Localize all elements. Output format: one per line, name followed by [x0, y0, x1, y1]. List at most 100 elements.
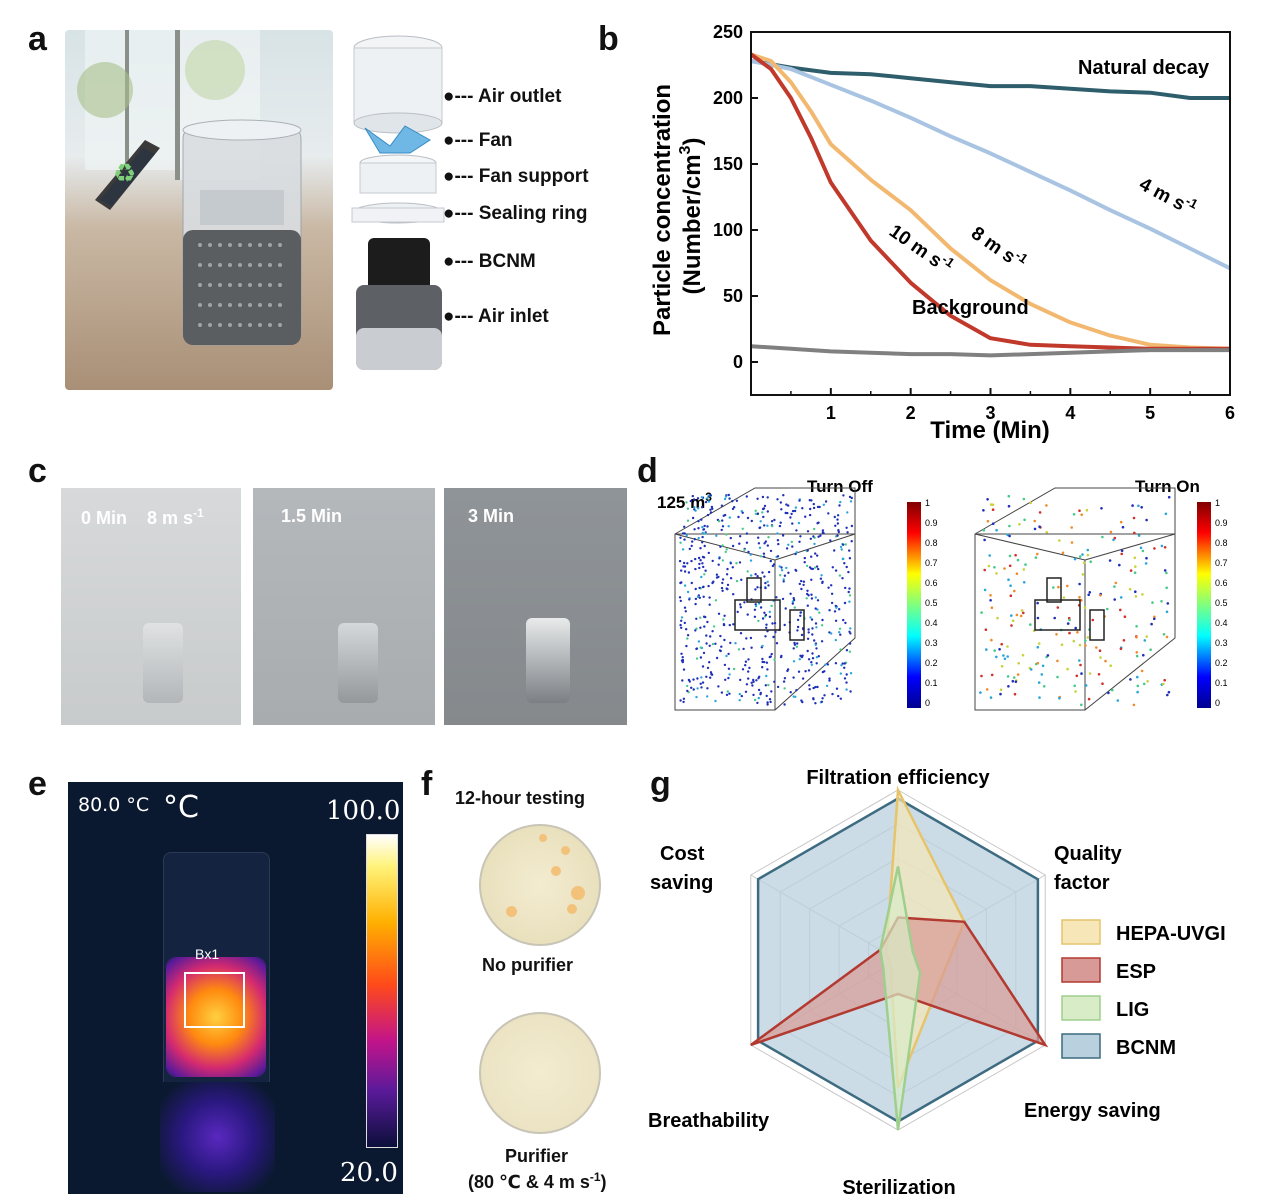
particle-dot — [845, 688, 848, 691]
particle-dot — [843, 601, 847, 605]
particle-dot — [747, 677, 750, 680]
particle-dot — [848, 600, 851, 603]
particle-dot — [765, 623, 768, 626]
particle-dot — [797, 670, 801, 673]
particle-dot — [814, 552, 817, 555]
particle-dot — [1145, 556, 1148, 560]
colorbar-tick: 0.3 — [925, 638, 938, 648]
particle-dot — [836, 514, 840, 517]
particle-dot — [756, 586, 759, 589]
particle-dot — [814, 643, 817, 646]
axis-label-quality-1: Quality — [1054, 843, 1123, 865]
particle-dot — [698, 566, 701, 570]
y-tick-label: 250 — [713, 22, 743, 42]
particle-dot — [694, 509, 697, 512]
particle-dot — [1104, 659, 1107, 663]
particle-dot — [1053, 616, 1056, 620]
particle-dot — [680, 569, 683, 572]
particle-dot — [725, 693, 729, 697]
particle-dot — [848, 630, 851, 633]
particle-dot — [995, 528, 998, 532]
particle-dot — [1022, 568, 1026, 571]
particle-dot — [1136, 690, 1139, 694]
particle-dot — [759, 693, 762, 696]
svg-text:Particle concentration: Particle concentration — [649, 84, 676, 336]
particle-dot — [796, 629, 799, 632]
room-cube-on — [974, 487, 1176, 711]
particle-dot — [980, 611, 983, 614]
particle-dot — [1083, 606, 1087, 609]
particle-dot — [982, 509, 985, 512]
particle-dot — [741, 511, 744, 514]
particle-dot — [721, 544, 724, 547]
particle-dot — [1153, 615, 1156, 619]
particle-dot — [1108, 559, 1112, 562]
particle-dot — [820, 700, 824, 703]
particle-dot — [725, 573, 729, 576]
particle-dot — [1088, 672, 1092, 675]
particle-dot — [717, 563, 720, 566]
particle-dot — [681, 656, 684, 659]
particle-dot — [830, 632, 833, 635]
particle-dot — [721, 578, 725, 581]
particle-dot — [1084, 644, 1087, 647]
particle-dot — [1164, 512, 1168, 516]
particle-dot — [777, 542, 780, 546]
particle-dot — [1023, 518, 1026, 522]
particle-dot — [700, 518, 703, 521]
particle-dot — [697, 507, 700, 510]
particle-dot — [834, 524, 837, 527]
particle-dot — [725, 548, 728, 551]
particle-dot — [990, 606, 994, 609]
particle-dot — [798, 582, 801, 586]
particle-dot — [717, 612, 721, 615]
y-tick-label: 0 — [733, 352, 743, 372]
particle-dot — [834, 638, 837, 642]
particle-dot — [696, 595, 700, 598]
particle-dot — [702, 565, 705, 569]
particle-dot — [695, 647, 699, 650]
colorbar-tick: 0.6 — [1215, 578, 1228, 588]
particle-dot — [1058, 696, 1061, 700]
particle-dot — [756, 512, 760, 515]
particle-dot — [817, 567, 820, 571]
particle-dot — [1074, 626, 1077, 630]
particle-dot — [1036, 601, 1039, 605]
particle-dot — [703, 524, 706, 528]
particle-dot — [705, 634, 708, 637]
particle-dot — [1002, 654, 1005, 657]
no-purifier-label: No purifier — [482, 955, 574, 975]
particle-dot — [799, 614, 802, 617]
particle-dot — [700, 506, 704, 509]
particle-dot — [848, 650, 852, 653]
particle-dot — [1113, 585, 1116, 588]
particle-dot — [787, 504, 790, 507]
particle-dot — [762, 555, 766, 558]
particle-dot — [722, 623, 726, 627]
particle-dot — [1080, 672, 1083, 675]
x-axis-label: Time (Min) — [930, 417, 1050, 444]
particle-dot — [699, 559, 702, 562]
particle-dot — [1135, 625, 1138, 628]
y-tick-label: 200 — [713, 88, 743, 108]
particle-dot — [839, 648, 842, 651]
particle-dot — [1120, 549, 1124, 553]
scale-min: 20.0 — [340, 1158, 398, 1188]
particle-dot — [691, 540, 694, 543]
particle-dot — [1041, 664, 1045, 668]
particle-dot — [1075, 674, 1079, 678]
particle-dot — [991, 508, 995, 511]
particle-dot — [1085, 508, 1089, 512]
particle-dot — [846, 531, 849, 534]
particle-dot — [717, 575, 720, 579]
particle-dot — [821, 529, 825, 532]
particle-dot — [720, 528, 723, 532]
particle-dot — [749, 553, 752, 556]
particle-dot — [693, 528, 696, 531]
particle-dot — [1080, 513, 1083, 516]
particle-dot — [709, 508, 712, 511]
axis-label-energy: Energy saving — [1024, 1100, 1161, 1122]
particle-dot — [845, 565, 848, 569]
particle-dot — [768, 655, 771, 659]
particle-dot — [823, 670, 826, 673]
